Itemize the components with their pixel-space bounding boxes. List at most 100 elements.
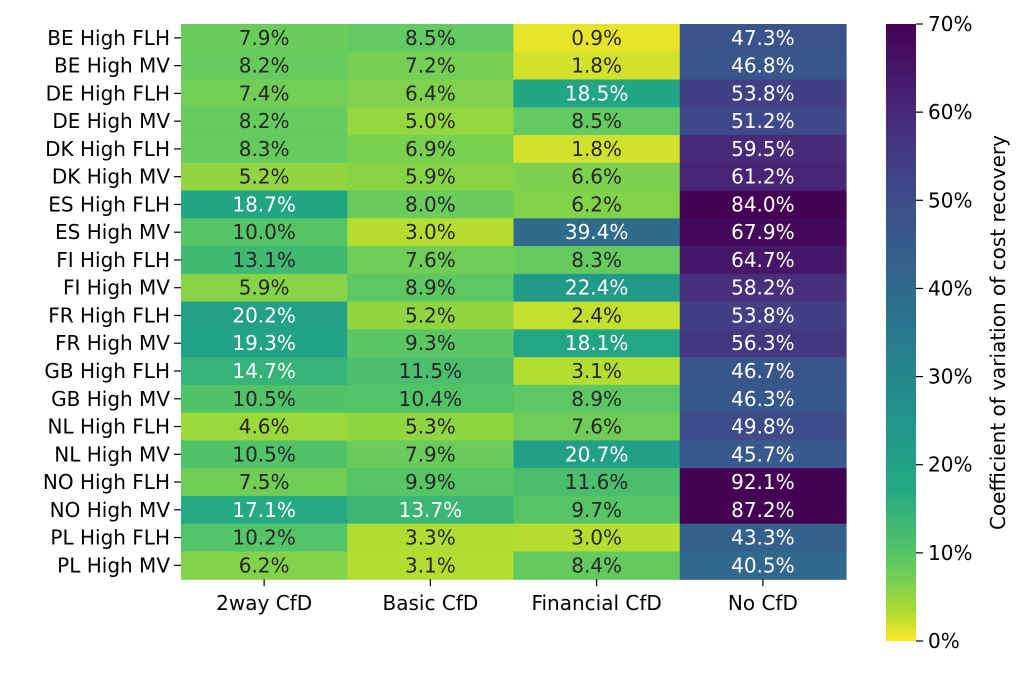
heatmap-cell: [181, 107, 348, 136]
heatmap-cell: [347, 162, 515, 192]
heatmap-cell: [181, 412, 348, 441]
heatmap-cell: [679, 79, 847, 108]
cell-value-label: 20.2%: [232, 303, 296, 327]
colorbar-gradient: [886, 24, 916, 641]
cell-value-label: 67.9%: [731, 220, 795, 244]
column-label: Basic CfD: [383, 591, 479, 615]
heatmap-cell: [347, 135, 515, 164]
cell-value-labels: 7.9% 8.5% 0.9% 47.3% 8.2% 7.2% 1.8% 46.8% 7.4% 6.…: [232, 26, 794, 577]
cell-value-label: 19.3%: [232, 331, 296, 355]
heatmap-cell: [513, 440, 681, 469]
heatmap-cell: [679, 246, 847, 275]
heatmap-cell: [513, 51, 681, 81]
cell-value-label: 8.0%: [405, 192, 456, 216]
heatmap-cell: [181, 440, 348, 469]
heatmap-cell: [181, 51, 348, 81]
heatmap-cell: [513, 79, 681, 108]
row-label: DK High MV: [52, 165, 170, 189]
heatmap-cell: [347, 523, 515, 553]
cell-value-label: 8.4%: [571, 553, 622, 577]
cell-value-label: 49.8%: [731, 415, 795, 439]
cell-value-label: 20.7%: [565, 442, 629, 466]
heatmap-cell: [347, 24, 515, 53]
heatmap-cell: [181, 384, 348, 414]
cell-value-label: 59.5%: [731, 137, 795, 161]
cell-value-label: 8.9%: [571, 387, 622, 411]
heatmap-cell: [679, 357, 847, 386]
heatmap-cell: [679, 135, 847, 164]
cell-value-label: 10.5%: [232, 387, 296, 411]
cell-value-label: 6.6%: [571, 165, 622, 189]
cell-value-label: 7.5%: [239, 470, 290, 494]
heatmap-cell: [679, 412, 847, 441]
row-label: NO High MV: [50, 498, 171, 522]
cell-value-label: 5.9%: [239, 276, 290, 300]
heatmap-cell: [679, 107, 847, 136]
heatmap-cell: [513, 412, 681, 441]
heatmap-cells: [181, 24, 847, 580]
heatmap-cell: [347, 440, 515, 469]
heatmap-cell: [347, 107, 515, 136]
row-label: ES High MV: [55, 220, 170, 244]
heatmap-cell: [347, 51, 515, 81]
cell-value-label: 5.0%: [405, 109, 456, 133]
heatmap-cell: [347, 329, 515, 358]
heatmap-cell: [513, 551, 681, 580]
colorbar-tick-label: 60%: [928, 100, 972, 124]
row-label: GB High MV: [51, 387, 170, 411]
heatmap-cell: [679, 523, 847, 553]
cell-value-label: 51.2%: [731, 109, 795, 133]
heatmap-cell: [181, 246, 348, 275]
heatmap-cell: [679, 329, 847, 358]
heatmap-cell: [181, 135, 348, 164]
cell-value-label: 5.2%: [405, 303, 456, 327]
heatmap-cell: [513, 495, 681, 525]
heatmap-cell: [347, 551, 515, 580]
cell-value-label: 45.7%: [731, 442, 795, 466]
cell-value-label: 7.9%: [239, 26, 290, 50]
heatmap-cell: [513, 357, 681, 386]
heatmap-cell: [181, 357, 348, 386]
heatmap-cell: [679, 218, 847, 247]
cell-value-label: 18.1%: [565, 331, 629, 355]
cell-value-label: 5.3%: [405, 415, 456, 439]
cell-value-label: 3.1%: [405, 553, 456, 577]
heatmap-cell: [181, 218, 348, 247]
cell-value-label: 11.6%: [565, 470, 629, 494]
colorbar-label: Coefficient of variation of cost recover…: [986, 135, 1010, 530]
colorbar-tick-label: 10%: [928, 541, 972, 565]
row-label: PL High MV: [57, 553, 170, 577]
heatmap-cell: [181, 329, 348, 358]
heatmap-cell: [347, 468, 515, 497]
colorbar-tick-label: 30%: [928, 365, 972, 389]
row-label: DE High FLH: [46, 81, 170, 105]
colorbar-tick-label: 0%: [928, 629, 960, 653]
heatmap-cell: [181, 468, 348, 497]
row-label: BE High MV: [54, 54, 170, 78]
heatmap-cell: [679, 301, 847, 330]
heatmap-cell: [679, 273, 847, 303]
heatmap-cell: [679, 162, 847, 192]
heatmap-cell: [181, 273, 348, 303]
heatmap-cell: [181, 495, 348, 525]
heatmap-cell: [679, 440, 847, 469]
colorbar-ticks: 0% 10% 20% 30% 40% 50% 60% 70%: [916, 12, 972, 653]
cell-value-label: 1.8%: [571, 54, 622, 78]
heatmap-cell: [347, 357, 515, 386]
cell-value-label: 6.4%: [405, 81, 456, 105]
cell-value-label: 3.3%: [405, 526, 456, 550]
row-label: FI High MV: [63, 276, 170, 300]
heatmap-cell: [513, 523, 681, 553]
heatmap-cell: [347, 190, 515, 219]
cell-value-label: 14.7%: [232, 359, 296, 383]
heatmap-cell: [181, 301, 348, 330]
cell-value-label: 84.0%: [731, 192, 795, 216]
cell-value-label: 46.3%: [731, 387, 795, 411]
heatmap-cell: [181, 79, 348, 108]
colorbar-tick-label: 50%: [928, 188, 972, 212]
colorbar-tick-label: 40%: [928, 276, 972, 300]
cell-value-label: 8.5%: [571, 109, 622, 133]
row-label: DK High FLH: [45, 137, 170, 161]
cell-value-label: 9.9%: [405, 470, 456, 494]
cell-value-label: 4.6%: [239, 415, 290, 439]
